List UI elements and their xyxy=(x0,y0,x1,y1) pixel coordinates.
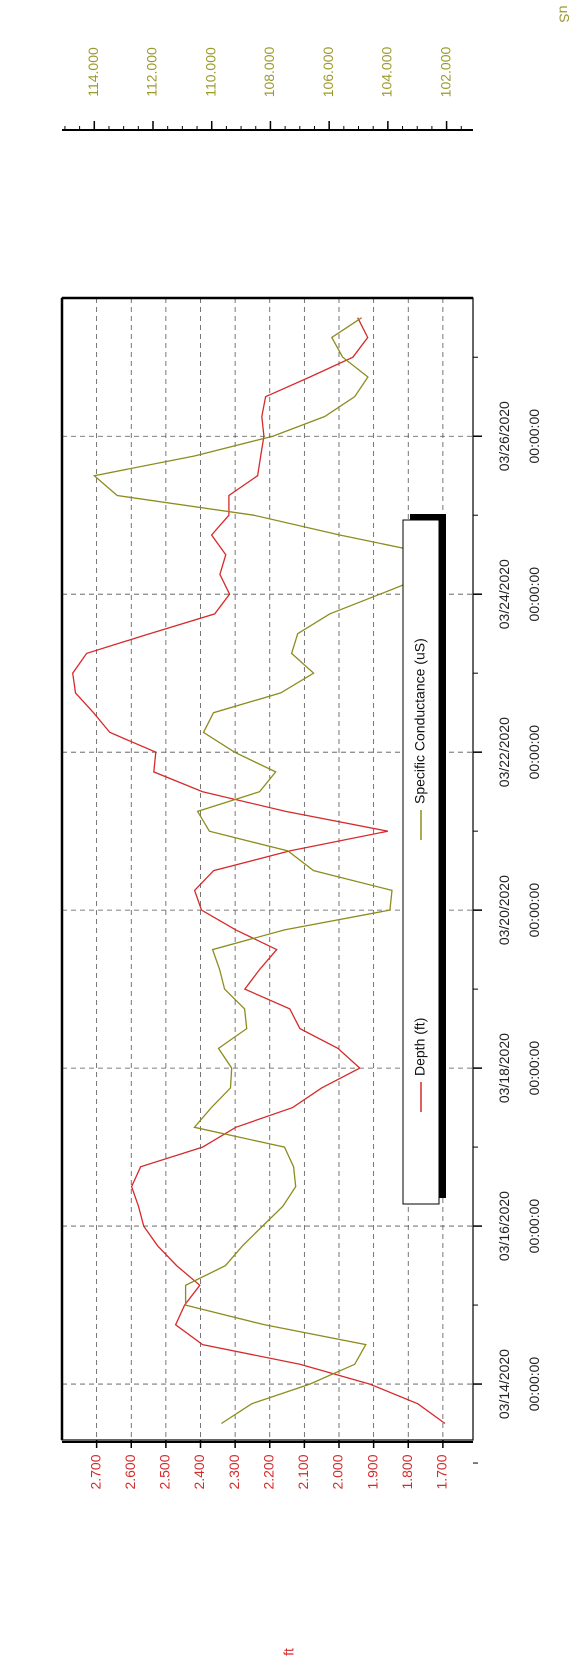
y2-tick-label: 102.000 xyxy=(437,46,453,97)
x-tick-label: 03/14/2020 00:00:00 xyxy=(496,1349,542,1419)
y2-axis-title: uS xyxy=(556,5,572,22)
y-tick-label: 2.000 xyxy=(330,1454,346,1489)
y-tick-label: 1.800 xyxy=(399,1454,415,1489)
series-line xyxy=(72,317,446,1425)
x-tick-label: 03/20/2020 00:00:00 xyxy=(496,875,542,945)
y-axis-title: ft xyxy=(281,1648,297,1656)
y2-tick-label: 112.000 xyxy=(144,47,160,97)
y2-tick-label: 108.000 xyxy=(261,46,277,97)
y-tick-label: 2.600 xyxy=(122,1454,138,1489)
y-tick-label: 2.700 xyxy=(87,1454,103,1489)
x-tick-label: 03/24/2020 00:00:00 xyxy=(496,559,542,629)
y-tick-label: 1.700 xyxy=(434,1454,450,1489)
legend-label: Depth (ft) xyxy=(412,1018,428,1076)
x-tick-label: 03/22/2020 00:00:00 xyxy=(496,717,542,787)
y2-tick-label: 114.000 xyxy=(85,47,101,97)
y-tick-label: 2.500 xyxy=(157,1454,173,1489)
y2-tick-label: 104.000 xyxy=(379,46,395,97)
y-tick-label: 1.900 xyxy=(364,1454,380,1489)
series-line xyxy=(92,317,436,1425)
x-tick-label: 03/26/2020 00:00:00 xyxy=(496,401,542,471)
y-tick-label: 2.400 xyxy=(191,1454,207,1489)
x-tick-label: 03/16/2020 00:00:00 xyxy=(496,1191,542,1261)
legend-label: Specific Conductance (uS) xyxy=(412,638,428,804)
y-tick-label: 2.300 xyxy=(226,1454,242,1489)
y-tick-label: 2.100 xyxy=(295,1454,311,1489)
x-tick-label: 03/18/2020 00:00:00 xyxy=(496,1033,542,1103)
y-tick-label: 2.200 xyxy=(260,1454,276,1489)
y2-tick-label: 106.000 xyxy=(320,46,336,97)
y2-tick-label: 110.000 xyxy=(202,47,218,97)
